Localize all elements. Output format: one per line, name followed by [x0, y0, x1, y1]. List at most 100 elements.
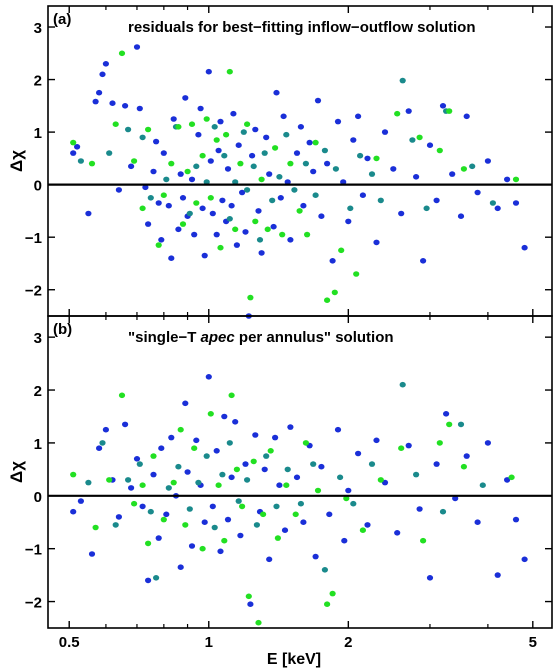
data-point [302, 160, 309, 167]
data-point [139, 482, 146, 489]
data-point [139, 134, 146, 141]
data-point [209, 503, 216, 510]
data-point [203, 116, 210, 122]
data-point [504, 176, 511, 183]
data-point [145, 540, 152, 547]
data-point [186, 506, 193, 512]
data-point [267, 448, 274, 454]
data-point [226, 216, 233, 222]
data-point [131, 500, 138, 507]
data-point [145, 577, 152, 584]
panel-a-ylabel: Δχ [7, 150, 26, 172]
data-point [125, 477, 132, 483]
data-point [118, 392, 126, 399]
data-point [125, 126, 132, 133]
data-point [147, 508, 154, 515]
data-point [399, 77, 406, 84]
data-point [364, 155, 371, 162]
data-point [106, 150, 113, 156]
data-point [70, 508, 77, 515]
data-point [353, 271, 360, 277]
data-point [203, 453, 210, 459]
data-point [439, 508, 447, 515]
data-point [115, 514, 122, 520]
data-point [158, 237, 165, 243]
data-point [329, 258, 336, 264]
data-point [199, 545, 206, 552]
data-point [460, 166, 467, 172]
data-point [284, 466, 291, 473]
data-point [102, 426, 109, 433]
data-point [217, 118, 224, 125]
data-point [193, 200, 200, 206]
data-point [170, 479, 177, 486]
data-point [217, 244, 224, 251]
data-point [232, 226, 239, 233]
data-point [300, 202, 307, 209]
y-tick-label: −1 [25, 230, 42, 247]
data-point [350, 137, 357, 143]
data-point [133, 44, 141, 50]
data-point [228, 474, 235, 481]
data-point [272, 145, 279, 151]
data-point [252, 218, 259, 225]
data-point [177, 564, 184, 570]
data-point [296, 208, 303, 214]
data-point [233, 466, 240, 473]
data-point [207, 195, 214, 201]
data-point [207, 158, 214, 164]
data-point [318, 213, 325, 219]
data-point [279, 231, 286, 238]
y-tick-label: 0 [34, 489, 42, 506]
data-point [460, 463, 467, 470]
data-point [136, 105, 143, 112]
data-point [433, 461, 440, 467]
data-point [213, 231, 220, 238]
data-point [160, 150, 167, 156]
data-point [186, 210, 193, 217]
data-point [405, 108, 412, 114]
data-point [179, 195, 187, 201]
data-point [281, 527, 289, 533]
data-point [474, 189, 481, 196]
data-point [168, 255, 175, 261]
data-point [291, 187, 298, 193]
data-point [373, 155, 380, 162]
data-point [287, 160, 294, 167]
data-point [235, 142, 242, 148]
data-point [452, 495, 459, 502]
data-point [416, 506, 423, 512]
data-point [188, 121, 196, 127]
data-point [223, 131, 230, 138]
data-point [175, 124, 182, 130]
data-point [504, 477, 511, 483]
data-point [153, 138, 160, 145]
data-point [390, 166, 397, 172]
data-point [420, 258, 427, 264]
data-point [446, 108, 453, 114]
data-point [252, 126, 259, 133]
data-point [413, 174, 420, 180]
data-point [145, 221, 152, 227]
data-point [250, 458, 257, 465]
data-point [244, 121, 251, 127]
data-point [381, 129, 389, 135]
data-point [240, 129, 247, 135]
data-point [182, 522, 189, 528]
data-point [245, 593, 252, 600]
data-point [463, 113, 470, 120]
data-point [112, 121, 119, 127]
data-point [446, 421, 453, 428]
data-point [416, 134, 423, 141]
x-axis-label: E [keV] [267, 651, 321, 668]
data-point [244, 477, 251, 483]
data-point [405, 442, 412, 449]
data-point [443, 411, 450, 417]
data-point [221, 537, 228, 544]
data-point [170, 116, 177, 122]
data-point [168, 160, 175, 167]
data-point [99, 440, 106, 446]
data-point [177, 426, 184, 433]
data-point [423, 205, 430, 212]
data-point [232, 419, 239, 425]
